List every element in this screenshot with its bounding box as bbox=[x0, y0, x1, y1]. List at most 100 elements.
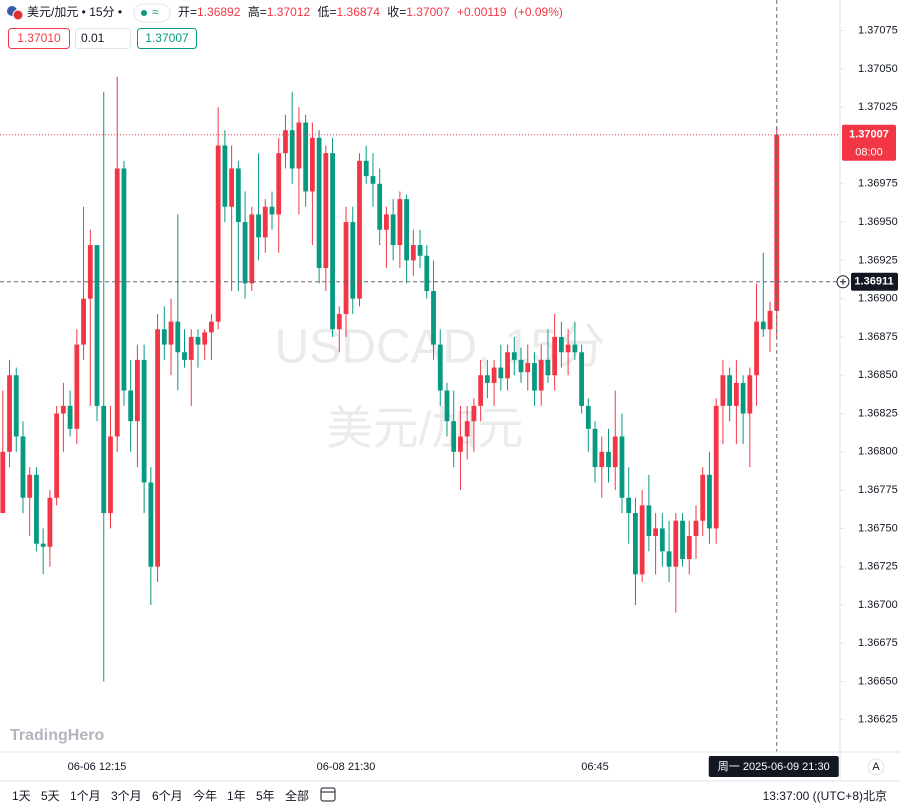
candle-body bbox=[343, 222, 349, 314]
candle-body bbox=[54, 413, 60, 498]
candle-body bbox=[357, 160, 362, 299]
range-button[interactable]: 3个月 bbox=[111, 789, 142, 803]
spread: 0.01 bbox=[81, 31, 105, 45]
candle-body bbox=[168, 321, 174, 345]
candle-body bbox=[767, 310, 773, 330]
open-label: 开= bbox=[178, 5, 197, 19]
legend-header: 美元/加元 • 15分 • ≈ 开=1.36892 高=1.37012 低=1.… bbox=[7, 3, 563, 23]
y-tick-label: 1.36825 bbox=[858, 407, 898, 419]
candle-body bbox=[646, 505, 652, 537]
calendar-icon[interactable] bbox=[320, 787, 336, 802]
candle-body bbox=[188, 336, 194, 360]
candle-body bbox=[262, 206, 268, 238]
candle-body bbox=[289, 130, 295, 169]
candle-body bbox=[626, 497, 632, 514]
flag-ca bbox=[12, 9, 24, 21]
quote-boxes: 1.37010 0.01 1.37007 bbox=[8, 28, 197, 49]
candle-body bbox=[585, 405, 591, 429]
candle-body bbox=[155, 329, 160, 567]
candle-body bbox=[256, 214, 261, 238]
close-value: 1.37007 bbox=[406, 5, 450, 19]
range-button[interactable]: 1年 bbox=[227, 789, 246, 803]
candle-body bbox=[60, 405, 66, 414]
axis-overlay: 1.37007 08:00 1.36911 周一 2025-06-09 21:30 1天… bbox=[12, 124, 898, 803]
candle-body bbox=[94, 245, 100, 406]
crosshair-price-box bbox=[851, 272, 898, 291]
candle-body bbox=[81, 298, 86, 345]
watermark-name: 美元/加元 bbox=[327, 402, 524, 454]
candle-body bbox=[424, 255, 430, 291]
symbol-title: 美元/加元 • 15分 • bbox=[27, 5, 122, 19]
candle-body bbox=[713, 405, 719, 529]
y-tick-label: 1.36775 bbox=[858, 484, 898, 496]
candle-body bbox=[754, 321, 759, 376]
candle-body bbox=[377, 183, 383, 230]
candle-body bbox=[296, 122, 302, 169]
x-tick-label: 06-06 12:15 bbox=[68, 761, 127, 773]
candle-body bbox=[673, 520, 679, 567]
y-tick-label: 1.36700 bbox=[858, 599, 898, 611]
badge-text: ≈ bbox=[152, 5, 159, 19]
candle-body bbox=[222, 145, 228, 207]
range-button[interactable]: 1天 bbox=[12, 789, 31, 803]
high-label: 高= bbox=[248, 4, 267, 19]
badge[interactable] bbox=[133, 3, 171, 23]
current-price-box bbox=[842, 124, 896, 161]
ask: 1.37007 bbox=[145, 31, 189, 45]
candle-body bbox=[633, 513, 638, 575]
candle-body bbox=[336, 313, 342, 330]
candle-body bbox=[572, 344, 578, 353]
candle-body bbox=[135, 359, 140, 422]
candle-body bbox=[350, 222, 356, 299]
bid-box[interactable] bbox=[8, 28, 70, 49]
candle-body bbox=[108, 436, 113, 514]
plot-area: 1.36625 1.36650 1.36675 1.36700 1.36725 1.367… bbox=[0, 0, 898, 773]
change: +0.00119 bbox=[457, 5, 507, 19]
range-button[interactable]: 全部 bbox=[285, 788, 309, 803]
candle-body bbox=[505, 352, 510, 379]
y-tick-label: 1.36725 bbox=[858, 561, 898, 573]
candle-body bbox=[397, 199, 403, 246]
candle-body bbox=[498, 367, 504, 379]
candle-body bbox=[34, 474, 39, 544]
candle-body bbox=[74, 344, 80, 429]
scale-mode-button[interactable] bbox=[867, 758, 885, 776]
candle-body bbox=[666, 551, 672, 567]
range-button[interactable]: 6个月 bbox=[152, 789, 183, 803]
candle-body bbox=[121, 168, 127, 391]
candle-body bbox=[404, 199, 409, 261]
y-tick-label: 1.36850 bbox=[858, 369, 898, 381]
range-button[interactable]: 5年 bbox=[256, 789, 275, 803]
candle-body bbox=[410, 245, 416, 261]
low-label: 低= bbox=[318, 5, 337, 19]
candle-body bbox=[67, 405, 73, 429]
y-tick-label: 1.36950 bbox=[858, 216, 898, 228]
y-tick-label: 1.36625 bbox=[858, 714, 898, 726]
spread-box bbox=[75, 28, 131, 49]
candle-body bbox=[686, 536, 692, 560]
candle-body bbox=[659, 528, 665, 552]
candle-body bbox=[27, 474, 33, 498]
range-button[interactable]: 今年 bbox=[193, 788, 217, 803]
candle-body bbox=[0, 451, 6, 514]
ask-box[interactable] bbox=[137, 28, 197, 49]
candle-body bbox=[141, 359, 147, 483]
candle-body bbox=[606, 451, 611, 468]
toolbar: 13:37:00 ((UTC+8)北京 bbox=[320, 787, 887, 803]
candle-body bbox=[215, 145, 221, 322]
candle-body bbox=[242, 222, 248, 284]
candle-body bbox=[471, 405, 477, 422]
logo: TradingHero bbox=[10, 727, 104, 744]
candle-body bbox=[693, 520, 699, 537]
candle-body bbox=[680, 520, 685, 560]
range-button[interactable]: 1个月 bbox=[70, 789, 101, 803]
range-button[interactable]: 5天 bbox=[41, 789, 60, 803]
candle-body bbox=[13, 375, 19, 437]
open-value: 1.36892 bbox=[197, 5, 241, 19]
candle-body bbox=[552, 336, 558, 376]
bid: 1.37010 bbox=[17, 31, 61, 45]
candle-body bbox=[128, 390, 134, 422]
candle-body bbox=[525, 362, 531, 373]
candle-body bbox=[202, 332, 208, 345]
